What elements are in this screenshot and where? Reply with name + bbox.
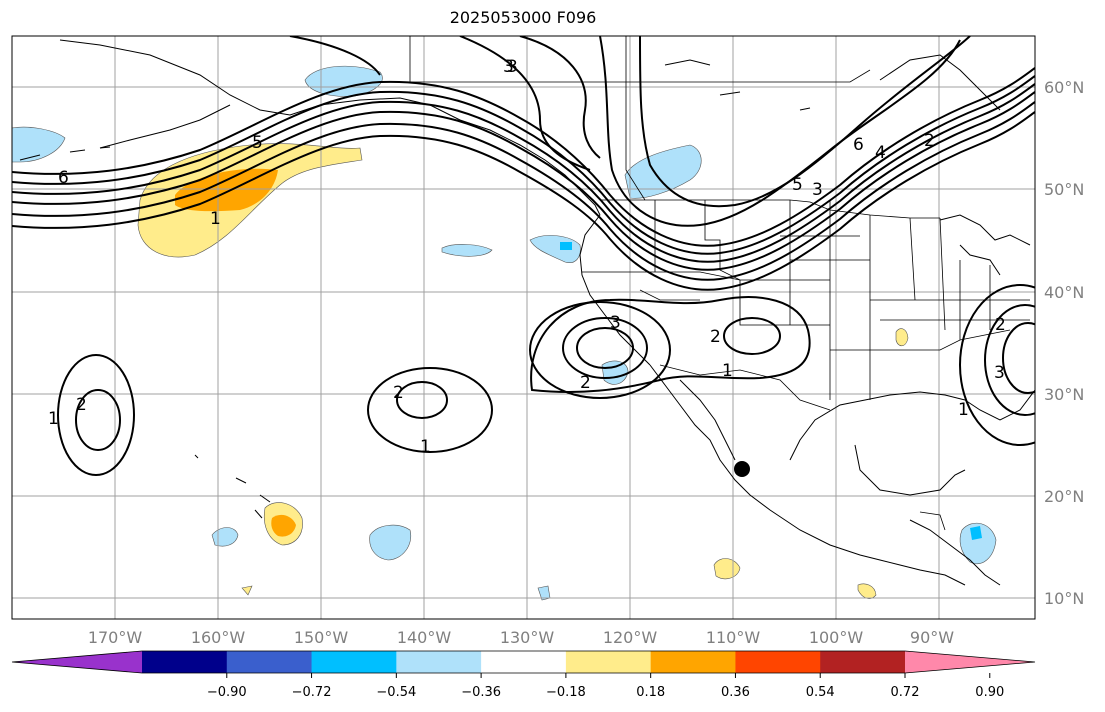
gridlines (12, 36, 1035, 619)
colorbar-segment (396, 651, 482, 673)
contour-label: 3 (503, 57, 514, 77)
contour-label: 1 (420, 437, 431, 457)
lat-label: 50°N (1044, 180, 1084, 199)
location-marker (734, 461, 750, 477)
colorbar-tick-label: 0.18 (636, 685, 665, 700)
contour-label: 2 (710, 327, 721, 347)
lon-label: 110°W (706, 628, 761, 647)
contour-label: 3 (610, 313, 621, 333)
lat-label: 20°N (1044, 487, 1084, 506)
longitude-labels: 170°W 160°W 150°W 140°W 130°W 120°W 110°… (88, 628, 954, 647)
contour-label: 2 (580, 373, 591, 393)
colorbar-segment (565, 651, 652, 673)
colorbar-ticks: −0.90 −0.72 −0.54 −0.36 −0.18 0.18 0.36 0.54 0.7… (207, 673, 1004, 700)
lon-label: 90°W (910, 628, 954, 647)
contour-label: 3 (994, 363, 1005, 383)
lon-label: 120°W (603, 628, 658, 647)
latitude-labels: 60°N 50°N 40°N 30°N 20°N 10°N (1044, 78, 1084, 608)
colorbar-tick-label: −0.90 (207, 685, 247, 700)
map-frame (11, 35, 1036, 620)
lon-label: 150°W (294, 628, 349, 647)
lat-label: 10°N (1044, 589, 1084, 608)
lon-label: 140°W (397, 628, 452, 647)
contour-label: 4 (875, 143, 886, 163)
colorbar-segment (311, 651, 397, 673)
colorbar-segment (226, 651, 313, 673)
colorbar-tick-label: −0.54 (376, 685, 416, 700)
contour-label: 2 (393, 383, 404, 403)
lat-label: 40°N (1044, 283, 1084, 302)
colorbar-tick-label: 0.54 (806, 685, 835, 700)
contour-lines (12, 36, 1035, 476)
colorbar-tick-label: −0.36 (461, 685, 501, 700)
lat-label: 60°N (1044, 78, 1084, 97)
political-borders (409, 36, 1030, 531)
colorbar-tick-label: 0.72 (891, 685, 920, 700)
lon-label: 100°W (809, 628, 864, 647)
contour-label: 6 (58, 168, 69, 188)
contour-label: 2 (924, 131, 935, 151)
contour-label: 5 (252, 133, 263, 153)
colorbar-segment (650, 651, 736, 673)
colorbar-tick-label: −0.18 (546, 685, 586, 700)
contour-label: 1 (48, 409, 59, 429)
contour-label: 6 (853, 135, 864, 155)
contour-label: 5 (792, 175, 803, 195)
lon-label: 160°W (191, 628, 246, 647)
colorbar-outline (11, 650, 1036, 674)
colorbar-tick-label: 0.90 (975, 685, 1004, 700)
contour-label: 2 (995, 315, 1006, 335)
lon-label: 170°W (88, 628, 143, 647)
lon-label: 130°W (500, 628, 555, 647)
colorbar-segment (820, 651, 906, 673)
map-background (12, 36, 1035, 619)
colorbar-tick-label: −0.72 (292, 685, 332, 700)
coastlines (19, 39, 1035, 586)
colorbar-segment (735, 651, 821, 673)
contour-label: 3 (812, 180, 823, 200)
colorbar-extension-min (12, 651, 142, 673)
lat-label: 30°N (1044, 385, 1084, 404)
colorbar-tick-label: 0.36 (721, 685, 750, 700)
map-title: 2025053000 F096 (449, 8, 597, 27)
colorbar-extension-max (905, 651, 1035, 673)
contour-label: 2 (76, 395, 87, 415)
colorbar-segment (481, 651, 567, 673)
contour-labels: 6 5 1 3 3 6 4 2 5 3 3 2 2 1 2 1 2 1 1 3 … (48, 57, 1006, 457)
colorbar-segment (142, 651, 228, 673)
contour-label: 1 (958, 400, 969, 420)
contour-label: 1 (210, 209, 221, 229)
contour-label: 3 (507, 57, 518, 77)
colorbar (11, 650, 1036, 674)
contour-label: 1 (722, 361, 733, 381)
